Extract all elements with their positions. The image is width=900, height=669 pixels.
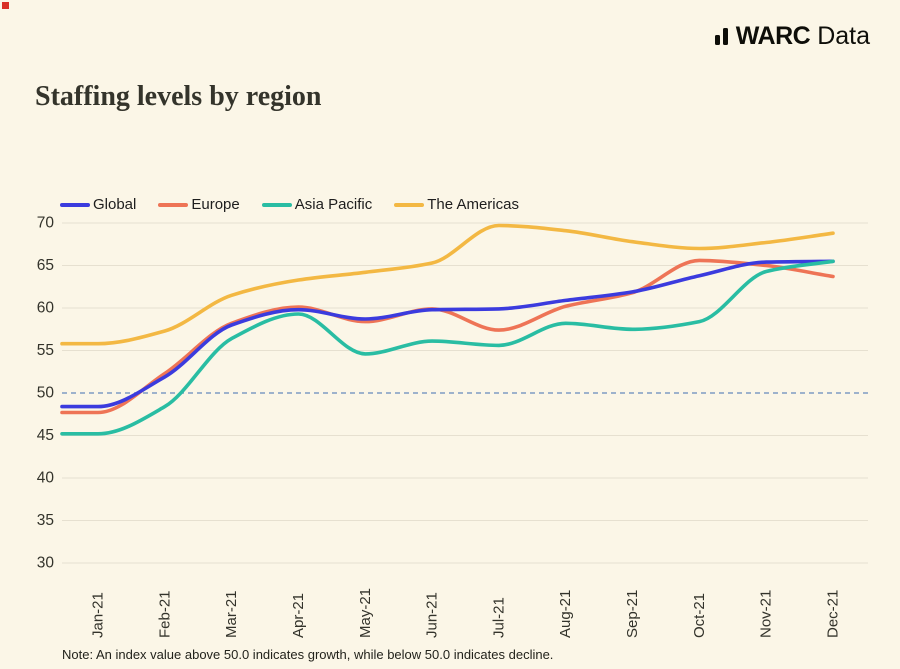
svg-text:May-21: May-21 — [357, 588, 374, 638]
legend-label-europe: Europe — [191, 196, 240, 213]
page-title: Staffing levels by region — [35, 80, 322, 112]
legend-item-the-americas[interactable]: The Americas — [394, 196, 519, 213]
svg-text:Apr-21: Apr-21 — [290, 593, 307, 638]
y-axis-labels: 30 35 40 45 50 55 60 65 70 — [37, 215, 55, 572]
legend-swatch-europe — [158, 202, 189, 207]
legend-item-global[interactable]: Global — [60, 196, 136, 213]
legend-label-asia-pacific: Asia Pacific — [294, 196, 373, 213]
series-line-global — [60, 259, 835, 409]
svg-text:60: 60 — [37, 300, 55, 317]
svg-text:50: 50 — [37, 385, 55, 402]
legend-swatch-global — [60, 202, 90, 207]
series-line-asia-pacific — [60, 259, 835, 436]
chart-legend: Global Europe Asia Pacific The Americas — [60, 196, 519, 213]
svg-text:45: 45 — [37, 427, 54, 444]
warc-data-logo: WARC Data — [714, 22, 870, 51]
legend-item-asia-pacific[interactable]: Asia Pacific — [261, 196, 373, 213]
svg-text:Aug-21: Aug-21 — [557, 590, 574, 638]
brand-name: WARC — [735, 22, 811, 50]
legend-item-europe[interactable]: Europe — [158, 196, 240, 213]
chart-footnote: Note: An index value above 50.0 indicate… — [62, 647, 554, 662]
svg-text:35: 35 — [37, 512, 54, 529]
svg-text:Jul-21: Jul-21 — [490, 597, 507, 638]
series-line-europe — [60, 258, 835, 415]
svg-text:Oct-21: Oct-21 — [691, 593, 708, 638]
brand-suffix: Data — [817, 22, 870, 50]
svg-text:Dec-21: Dec-21 — [825, 590, 842, 638]
x-axis-labels: Jan-21 Feb-21 Mar-21 Apr-21 May-21 Jun-21 Jul-… — [90, 588, 842, 638]
svg-text:Sep-21: Sep-21 — [624, 590, 641, 638]
svg-text:70: 70 — [37, 215, 55, 232]
svg-text:65: 65 — [37, 257, 54, 274]
legend-swatch-the-americas — [394, 202, 425, 207]
staffing-levels-chart: 30 35 40 45 50 55 60 65 70 Jan-21 Feb-21 Mar-21 Apr-… — [37, 215, 870, 638]
legend-swatch-asia-pacific — [261, 202, 292, 207]
legend-label-global: Global — [93, 196, 137, 213]
legend-label-the-americas: The Americas — [427, 196, 519, 213]
series-line-the-americas — [60, 223, 835, 346]
svg-text:55: 55 — [37, 342, 54, 359]
corner-marker — [2, 2, 9, 9]
svg-text:Feb-21: Feb-21 — [156, 590, 173, 638]
svg-text:Jan-21: Jan-21 — [90, 592, 107, 638]
svg-text:40: 40 — [37, 470, 55, 487]
svg-text:Jun-21: Jun-21 — [424, 592, 441, 638]
svg-text:Nov-21: Nov-21 — [758, 590, 775, 638]
chart-area: 30 35 40 45 50 55 60 65 70 Jan-21 Feb-21 Mar-21 Apr-… — [0, 213, 900, 649]
svg-text:30: 30 — [37, 555, 55, 572]
svg-text:Mar-21: Mar-21 — [223, 590, 240, 638]
bar-chart-icon — [714, 28, 728, 45]
